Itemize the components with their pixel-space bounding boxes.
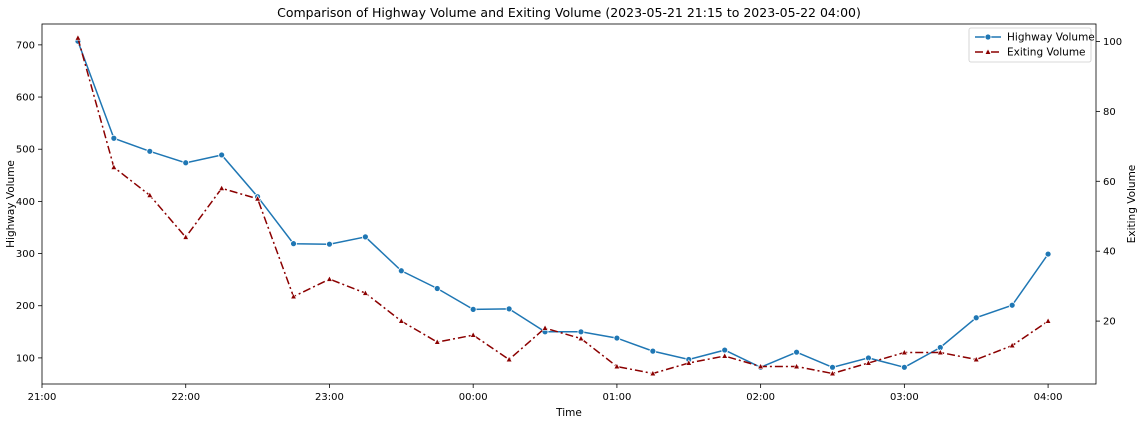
data-point [577, 334, 585, 342]
data-point [290, 292, 297, 300]
data-point [900, 348, 908, 356]
data-point [1044, 250, 1052, 258]
data-point [613, 334, 621, 342]
data-point [326, 240, 333, 248]
data-point [362, 289, 369, 296]
data-point [649, 347, 657, 355]
y-right-tick-label: 60 [1103, 177, 1116, 188]
data-point [1008, 341, 1016, 349]
data-point [829, 363, 836, 371]
x-tick-label: 22:00 [171, 392, 200, 403]
y-left-axis-title: Highway Volume [5, 160, 17, 248]
x-axis: 21:00 22:00 23:00 00:00 01:00 02:00 03:00 04:00 [28, 384, 1063, 403]
data-point [721, 346, 729, 354]
data-point [541, 324, 549, 331]
y-right-tick-label: 40 [1103, 247, 1116, 258]
series-line [77, 37, 1049, 375]
y-left-tick-label: 600 [16, 93, 35, 104]
data-point [685, 359, 693, 366]
data-point [146, 191, 154, 198]
data-point [397, 317, 405, 324]
data-point [505, 305, 513, 313]
data-point [361, 233, 369, 241]
data-point [1044, 317, 1052, 324]
y-right-tick-label: 100 [1103, 37, 1122, 48]
data-point [757, 362, 765, 370]
y-left-axis: 100 200 300 400 500 600 700 [16, 40, 42, 364]
data-point [433, 285, 441, 292]
data-point [972, 355, 980, 363]
data-point [254, 194, 261, 202]
y-left-tick-label: 400 [16, 197, 35, 208]
x-tick-label: 04:00 [1034, 392, 1063, 403]
x-tick-label: 23:00 [315, 392, 344, 403]
y-left-tick-label: 100 [16, 353, 35, 364]
y-left-tick-label: 500 [16, 145, 35, 156]
legend-marker [984, 33, 992, 41]
x-axis-title: Time [555, 407, 582, 419]
data-point [865, 359, 872, 366]
y-right-tick-label: 20 [1103, 317, 1116, 328]
data-point [793, 348, 800, 356]
data-point [110, 163, 118, 170]
data-point [110, 134, 118, 142]
data-point [613, 362, 621, 370]
chart-title: Comparison of Highway Volume and Exiting… [277, 5, 861, 20]
data-point [936, 348, 944, 356]
data-point [433, 338, 441, 345]
legend: Highway Volume Exiting Volume [968, 27, 1095, 63]
data-point [397, 267, 405, 275]
series-1 [74, 34, 1052, 377]
data-point [972, 314, 980, 322]
legend-label: Highway Volume [1007, 32, 1095, 44]
x-tick-label: 01:00 [602, 392, 631, 403]
data-point [829, 369, 836, 377]
data-point [182, 233, 190, 240]
series-layer [74, 34, 1052, 377]
y-left-tick-label: 700 [16, 40, 35, 51]
y-left-tick-label: 300 [16, 249, 35, 260]
data-point [326, 275, 333, 282]
data-point [218, 151, 226, 159]
data-point [290, 240, 297, 248]
legend-marker [984, 48, 992, 55]
data-point [505, 355, 513, 363]
x-tick-label: 03:00 [890, 392, 919, 403]
x-tick-label: 00:00 [459, 392, 488, 403]
series-line [77, 40, 1049, 369]
data-point [182, 159, 190, 167]
data-point [469, 305, 477, 313]
y-left-tick-label: 200 [16, 301, 35, 312]
data-point [649, 369, 657, 377]
data-point [469, 331, 477, 338]
data-point [146, 147, 154, 155]
data-point [1008, 301, 1016, 309]
data-point [900, 363, 908, 371]
y-right-tick-label: 80 [1103, 107, 1116, 118]
data-point [721, 352, 729, 359]
data-point [74, 34, 82, 41]
y-right-axis-title: Exiting Volume [1126, 165, 1138, 244]
y-right-axis: 20 40 60 80 100 [1096, 37, 1122, 328]
x-tick-label: 21:00 [28, 392, 57, 403]
data-point [218, 184, 226, 191]
legend-label: Exiting Volume [1007, 47, 1086, 59]
data-point [793, 362, 800, 370]
data-point [577, 328, 585, 336]
x-tick-label: 02:00 [746, 392, 775, 403]
plot-area [41, 23, 1097, 385]
